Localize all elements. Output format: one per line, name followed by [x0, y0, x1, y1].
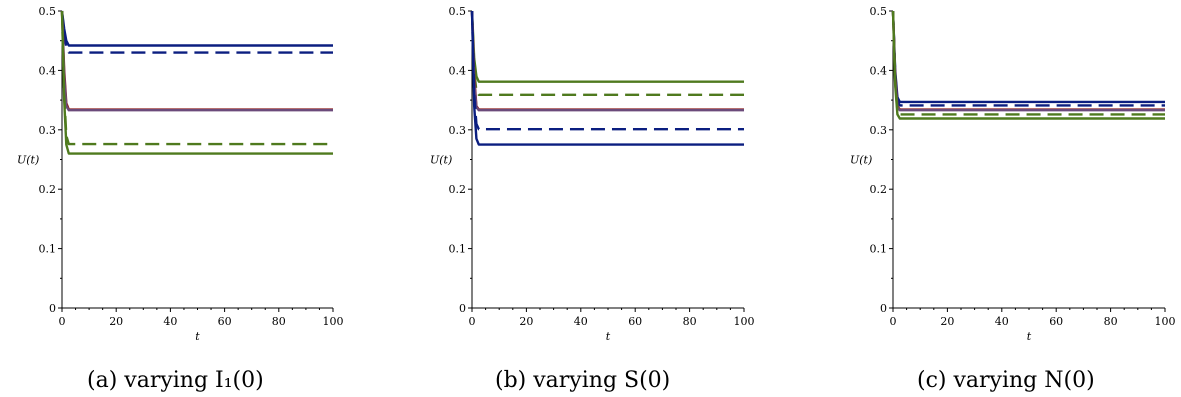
series-line-6	[60, 10, 333, 155]
series-line-2	[60, 10, 333, 54]
series-line-1	[470, 10, 744, 83]
x-tick-label: 80	[683, 315, 697, 328]
chart-panel-2: 0 0.1 0.2 0.3 0.4 0.5 0 20 40 60 80 100 U(t) t (b) var…	[430, 5, 755, 393]
y-tick-label: 0.2	[870, 183, 888, 196]
series-line-1	[891, 10, 1165, 104]
x-tick-label: 0	[59, 315, 66, 328]
series-line-6	[891, 10, 1165, 120]
y-tick-label: 0.2	[449, 183, 467, 196]
y-tick-label: 0	[880, 302, 887, 315]
y-tick-label: 0.3	[870, 124, 888, 137]
series-line-4	[60, 10, 333, 112]
series-line-3	[891, 10, 1165, 111]
series-line-1	[60, 10, 333, 47]
panel-caption: (a) varying I₁(0)	[87, 368, 264, 393]
x-tick-label: 20	[940, 315, 954, 328]
y-axis-label: U(t)	[430, 154, 452, 167]
x-axis-label: t	[606, 330, 611, 343]
series-line-2	[891, 10, 1165, 107]
x-tick-label: 60	[628, 315, 642, 328]
x-tick-label: 40	[574, 315, 588, 328]
y-tick-label: 0.4	[870, 64, 888, 77]
y-axis-label: U(t)	[17, 154, 39, 167]
y-tick-label: 0.4	[39, 64, 57, 77]
panel-caption: (c) varying N(0)	[917, 368, 1095, 393]
chart-panel-3: 0 0.1 0.2 0.3 0.4 0.5 0 20 40 60 80 100 U(t) t (c) var…	[850, 5, 1176, 393]
y-tick-label: 0.1	[39, 243, 57, 256]
x-tick-label: 80	[1104, 315, 1118, 328]
y-tick-label: 0.1	[449, 243, 467, 256]
x-tick-label: 100	[1155, 315, 1176, 328]
y-tick-label: 0	[49, 302, 56, 315]
y-tick-label: 0.3	[449, 124, 467, 137]
y-tick-label: 0.5	[870, 5, 888, 18]
series-line-5	[60, 10, 333, 146]
series-line-5	[891, 10, 1165, 116]
x-tick-label: 100	[734, 315, 755, 328]
y-tick-label: 0.5	[449, 5, 467, 18]
series-line-3	[60, 10, 333, 111]
x-axis-label: t	[1027, 330, 1032, 343]
x-tick-label: 0	[890, 315, 897, 328]
y-tick-label: 0.2	[39, 183, 57, 196]
y-tick-label: 0.1	[870, 243, 888, 256]
series-line-6	[470, 10, 744, 146]
panel-caption: (b) varying S(0)	[495, 368, 670, 393]
x-tick-label: 0	[469, 315, 476, 328]
x-tick-label: 40	[995, 315, 1009, 328]
x-tick-label: 60	[1049, 315, 1063, 328]
y-tick-label: 0.3	[39, 124, 57, 137]
y-tick-label: 0.5	[39, 5, 57, 18]
series-line-4	[891, 10, 1165, 112]
x-axis-label: t	[195, 330, 200, 343]
x-tick-label: 20	[519, 315, 533, 328]
x-tick-label: 100	[323, 315, 344, 328]
series-line-2	[470, 10, 744, 97]
x-tick-label: 80	[272, 315, 286, 328]
y-tick-label: 0	[459, 302, 466, 315]
y-axis-label: U(t)	[850, 154, 872, 167]
x-tick-label: 40	[163, 315, 177, 328]
y-tick-label: 0.4	[449, 64, 467, 77]
x-tick-label: 60	[218, 315, 232, 328]
chart-panel-1: 0 0.1 0.2 0.3 0.4 0.5 0 20 40 60 80 100 U(t) t (a) var…	[17, 5, 344, 393]
series-line-5	[470, 10, 744, 131]
x-tick-label: 20	[109, 315, 123, 328]
